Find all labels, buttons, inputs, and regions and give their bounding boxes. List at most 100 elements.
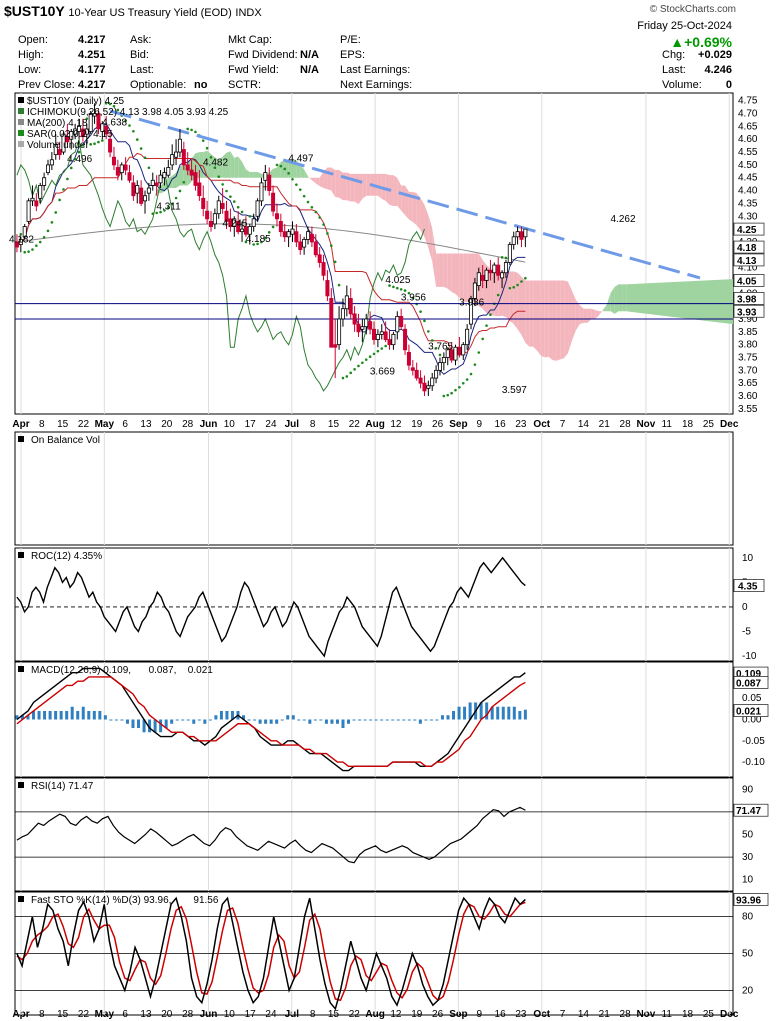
candle-body (255, 200, 260, 217)
candle-body (212, 213, 217, 225)
quote-value: 0 (725, 79, 732, 91)
quote-value: 4.217 (78, 79, 106, 91)
macd-histogram-bar (164, 719, 168, 729)
x-tick-label: 25 (703, 1009, 715, 1020)
candle-body (243, 226, 248, 235)
ichimoku-cloud (537, 280, 541, 356)
candle-body (410, 367, 415, 371)
candle-body (348, 298, 353, 315)
sar-dot (508, 286, 512, 290)
sar-dot (318, 216, 321, 219)
quote-label: Last: (662, 64, 686, 76)
ichimoku-cloud (335, 170, 340, 198)
macd-histogram-bar (20, 715, 24, 720)
x-tick-label: 15 (57, 419, 69, 430)
sar-dot (275, 163, 279, 167)
sar-dot (35, 244, 38, 247)
macd-histogram-bar (369, 719, 373, 721)
x-tick-label: 15 (328, 419, 340, 430)
ichimoku-cloud (339, 170, 343, 201)
value-badge-text: 71.47 (736, 806, 761, 817)
macd-histogram-bar (131, 719, 135, 729)
sar-dot (512, 285, 516, 289)
candle-body (282, 231, 287, 238)
quote-label: Chg: (662, 49, 686, 61)
x-tick-label: 11 (662, 1009, 673, 1020)
sar-dot (46, 229, 50, 233)
sar-dot (341, 376, 345, 380)
indicator-line (16, 901, 526, 1002)
candle-body (356, 323, 361, 333)
ichimoku-cloud (498, 271, 503, 317)
macd-histogram-bar (424, 719, 428, 721)
y-tick-label: 4.70 (738, 109, 758, 120)
y-tick-label: 4.55 (738, 147, 758, 158)
ichimoku-cloud (439, 253, 444, 287)
sar-dot (430, 339, 434, 342)
candle-body (69, 131, 74, 140)
macd-histogram-bar (98, 710, 102, 720)
candle-body (232, 218, 237, 227)
candle-body (306, 231, 311, 240)
ichimoku-cloud (304, 169, 309, 178)
candle-body (302, 238, 307, 248)
ichimoku-cloud (393, 175, 398, 206)
description: 10-Year US Treasury Yield (EOD) (68, 7, 232, 19)
macd-histogram-bar (32, 710, 36, 720)
candle-body (337, 318, 342, 346)
ichimoku-cloud (308, 176, 312, 181)
legend-entry: ICHIMOKU(9,26,52) 4.13 3.98 4.05 3.93 4.… (27, 107, 229, 118)
candle-body (472, 282, 477, 299)
macd-histogram-bar (291, 715, 295, 720)
macd-histogram-bar (374, 719, 378, 721)
y-tick-label: 3.65 (738, 378, 758, 389)
change-percent: ▲+0.69% (670, 34, 732, 50)
quote-value: +0.029 (698, 49, 732, 61)
macd-histogram-bar (125, 719, 129, 724)
candle-body (42, 177, 47, 186)
x-tick-label: 21 (599, 419, 611, 430)
sar-dot (330, 244, 333, 247)
sar-dot (442, 394, 446, 398)
sar-dot (368, 355, 372, 359)
sar-dot (357, 364, 360, 368)
ichimoku-cloud (280, 160, 285, 178)
y-tick-label: 50 (742, 830, 754, 841)
sar-dot (291, 177, 294, 181)
sar-dot (407, 291, 411, 295)
candle-body (127, 172, 132, 181)
sar-dot (264, 236, 267, 240)
macd-histogram-bar (413, 719, 417, 721)
y-tick-label: -0.10 (742, 757, 765, 768)
candle-body (22, 226, 27, 238)
x-tick-label: 25 (703, 419, 715, 430)
candle-body (352, 313, 357, 325)
macd-histogram-bar (269, 719, 273, 724)
candle-body (104, 125, 109, 135)
sar-dot (101, 139, 104, 142)
candle-body (220, 203, 225, 209)
candle-body (92, 113, 97, 117)
panel-frame (14, 547, 734, 662)
ichimoku-cloud (214, 157, 219, 178)
x-tick-label: 16 (495, 1009, 507, 1020)
y-tick-label: 10 (742, 875, 754, 886)
x-tick-label: 13 (140, 419, 152, 430)
candle-body (387, 339, 392, 346)
x-tick-label: 28 (182, 419, 194, 430)
sar-dot (225, 189, 228, 193)
x-tick-label: 21 (599, 1009, 611, 1020)
y-tick-label: 4.60 (738, 134, 758, 145)
legend-entry: RSI(14) 71.47 (31, 781, 94, 792)
macd-histogram-bar (15, 715, 19, 720)
x-tick-label: 26 (432, 419, 444, 430)
candle-body (469, 298, 474, 325)
value-badge (733, 579, 765, 592)
sar-dot (477, 351, 481, 354)
quote-value: 4.251 (78, 49, 106, 61)
ichimoku-cloud (556, 280, 561, 361)
sar-dot (143, 156, 147, 160)
panel-frame (14, 661, 734, 778)
ichimoku-cloud (327, 167, 332, 191)
